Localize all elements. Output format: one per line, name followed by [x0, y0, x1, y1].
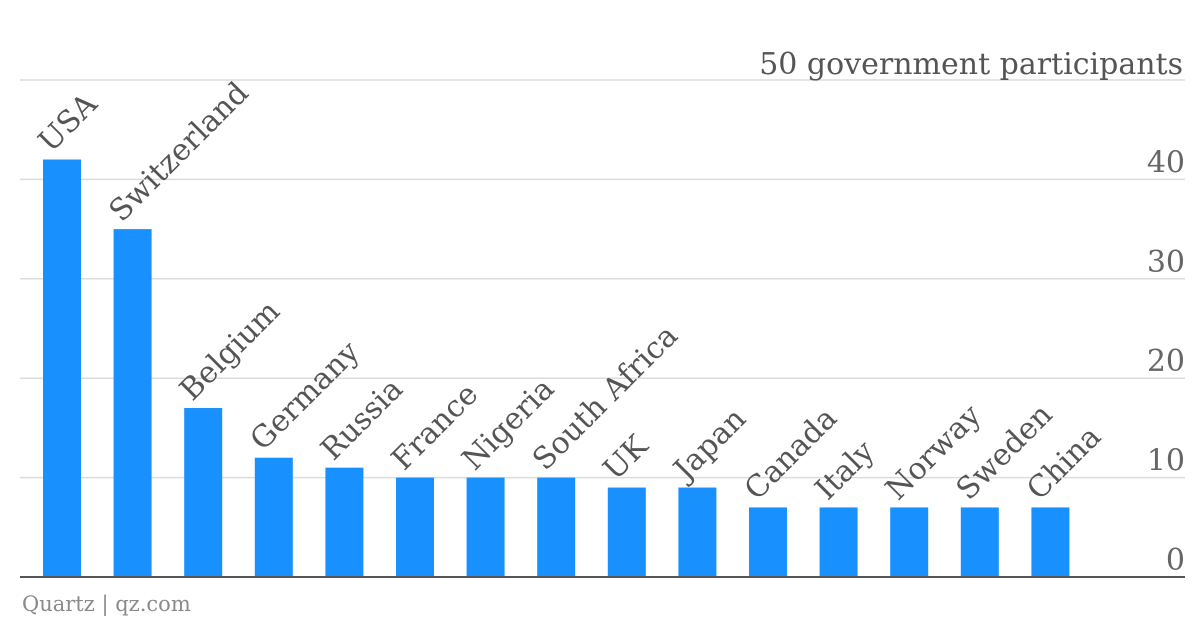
- bar-label-uk: UK: [597, 428, 656, 487]
- bar-sweden: [960, 507, 999, 577]
- bar-france: [396, 477, 434, 577]
- bar-italy: [819, 507, 858, 577]
- bar-china: [1031, 507, 1070, 577]
- bars: [43, 159, 1070, 577]
- bar-switzerland: [113, 229, 152, 577]
- y-tick-label: 30: [1147, 245, 1185, 280]
- bar-label-switzerland: Switzerland: [103, 75, 256, 228]
- y-tick-label: 40: [1147, 145, 1185, 180]
- bar-nigeria: [466, 477, 505, 577]
- bar-label-usa: USA: [32, 86, 105, 159]
- bar-belgium: [184, 408, 223, 577]
- y-tick-label: 10: [1147, 444, 1185, 479]
- bar-norway: [890, 507, 929, 577]
- bar-uk: [607, 487, 646, 577]
- bar-south-africa: [537, 477, 576, 577]
- gridlines: [20, 79, 1185, 479]
- y-tick-label: 20: [1147, 344, 1185, 379]
- bar-label-japan: Japan: [665, 401, 753, 489]
- bar-label-belgium: Belgium: [173, 294, 287, 408]
- bar-russia: [325, 467, 364, 577]
- y-tick-labels: 0 10 20 30 40: [1147, 145, 1185, 578]
- y-unit-label: 50 government participants: [759, 47, 1183, 82]
- bar-japan: [678, 487, 717, 577]
- source-credit: Quartz | qz.com: [22, 592, 191, 617]
- y-tick-label: 0: [1166, 543, 1185, 578]
- bar-canada: [749, 507, 787, 577]
- bar-usa: [43, 159, 81, 577]
- bar-germany: [254, 457, 293, 577]
